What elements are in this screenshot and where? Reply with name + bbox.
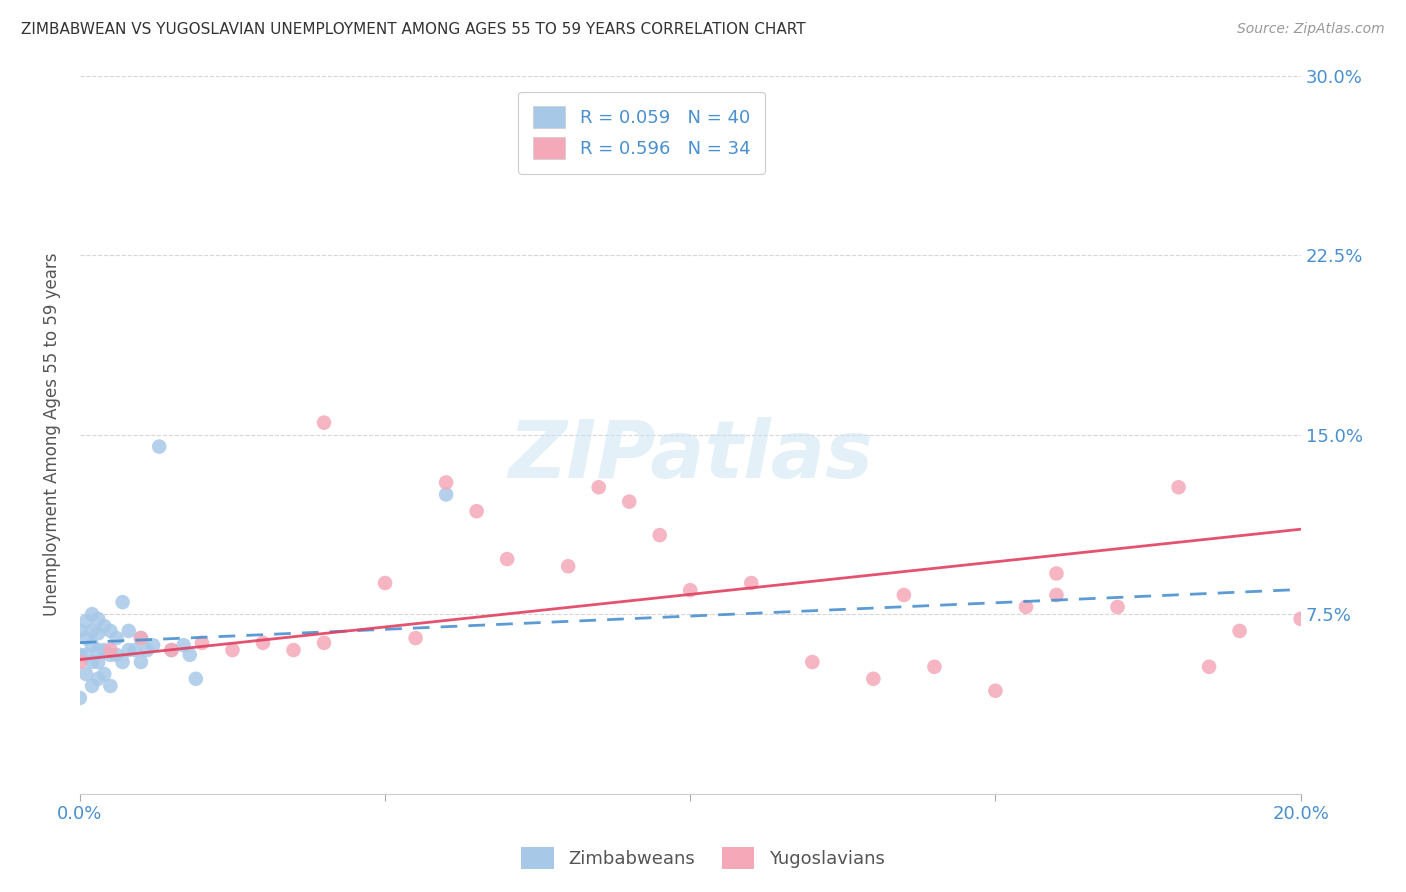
Point [1289, 612, 1312, 626]
Point [87, 655, 110, 669]
Text: ZIMBABWEAN VS YUGOSLAVIAN UNEMPLOYMENT AMONG AGES 55 TO 59 YEARS CORRELATION CHA: ZIMBABWEAN VS YUGOSLAVIAN UNEMPLOYMENT A… [21, 22, 806, 37]
Point [619, 494, 641, 508]
Point [118, 643, 141, 657]
Point [312, 416, 335, 430]
Point [87, 612, 110, 626]
Point [1045, 566, 1067, 581]
Point [648, 528, 671, 542]
Y-axis label: Unemployment Among Ages 55 to 59 years: Unemployment Among Ages 55 to 59 years [44, 252, 60, 616]
Point [252, 636, 274, 650]
Legend: Zimbabweans, Yugoslavians: Zimbabweans, Yugoslavians [512, 838, 894, 879]
Point [111, 655, 134, 669]
Point [75, 615, 97, 629]
Point [862, 672, 884, 686]
Point [984, 683, 1007, 698]
Point [87, 643, 110, 657]
Point [69, 648, 91, 662]
Point [75, 667, 97, 681]
Point [184, 672, 207, 686]
Point [111, 595, 134, 609]
Point [100, 643, 122, 657]
Point [434, 475, 457, 490]
Point [374, 576, 396, 591]
Point [160, 643, 183, 657]
Point [142, 638, 165, 652]
Point [679, 583, 702, 598]
Point [405, 631, 427, 645]
Point [740, 576, 762, 591]
Point [801, 655, 824, 669]
Point [465, 504, 488, 518]
Point [924, 660, 946, 674]
Text: ZIPatlas: ZIPatlas [508, 417, 873, 495]
Point [80, 624, 103, 638]
Point [893, 588, 915, 602]
Point [87, 672, 110, 686]
Point [129, 655, 152, 669]
Text: Source: ZipAtlas.com: Source: ZipAtlas.com [1237, 22, 1385, 37]
Point [496, 552, 519, 566]
Point [148, 440, 170, 454]
Point [129, 631, 152, 645]
Point [105, 631, 128, 645]
Point [1198, 660, 1220, 674]
Point [93, 667, 115, 681]
Point [75, 648, 97, 662]
Point [105, 648, 128, 662]
Point [1167, 480, 1189, 494]
Point [87, 626, 110, 640]
Point [100, 679, 122, 693]
Point [312, 636, 335, 650]
Point [118, 624, 141, 638]
Point [93, 619, 115, 633]
Point [69, 624, 91, 638]
Point [80, 607, 103, 621]
Point [283, 643, 305, 657]
Point [136, 643, 159, 657]
Point [221, 643, 243, 657]
Point [100, 624, 122, 638]
Point [80, 655, 103, 669]
Point [557, 559, 579, 574]
Point [69, 690, 91, 705]
Point [179, 648, 201, 662]
Point [1229, 624, 1251, 638]
Point [80, 638, 103, 652]
Point [69, 655, 91, 669]
Point [173, 638, 195, 652]
Point [75, 631, 97, 645]
Point [1107, 599, 1129, 614]
Legend: R = 0.059   N = 40, R = 0.596   N = 34: R = 0.059 N = 40, R = 0.596 N = 34 [519, 92, 765, 174]
Point [434, 487, 457, 501]
Point [588, 480, 610, 494]
Point [160, 643, 183, 657]
Point [100, 648, 122, 662]
Point [124, 643, 146, 657]
Point [1015, 599, 1038, 614]
Point [80, 679, 103, 693]
Point [191, 636, 214, 650]
Point [93, 643, 115, 657]
Point [1045, 588, 1067, 602]
Point [129, 631, 152, 645]
